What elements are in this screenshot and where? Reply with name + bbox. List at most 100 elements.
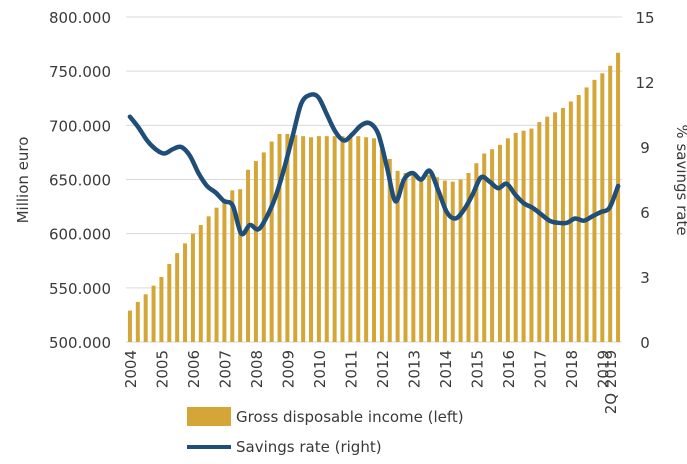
income-bar [395,170,400,342]
income-bar [238,189,243,342]
left-tick-label: 550.000 [49,280,111,298]
income-bar [261,152,266,342]
income-bar [277,134,282,342]
income-bar [419,177,424,342]
income-bar [379,149,384,342]
x-tick-label: 2014 [437,350,455,388]
left-axis-label: Million euro [14,137,32,224]
income-bar [246,169,251,342]
income-bar [545,116,550,343]
income-bar [198,225,203,342]
right-tick-label: 0 [640,334,650,352]
x-axis-ticks: 2004 2005 2006 2007 2008 2009 2010 2011 2012 2013… [122,350,620,414]
income-bar [403,173,408,342]
left-tick-label: 750.000 [49,63,111,81]
x-tick-label: 2011 [342,350,360,388]
income-bar [537,122,542,342]
income-bar [458,179,463,342]
income-bar [285,134,290,342]
income-bar [309,137,314,342]
income-bar [364,137,369,342]
income-bar [340,136,345,342]
income-bar [135,301,140,342]
x-tick-label: 2007 [216,350,234,388]
income-bar [175,253,180,342]
income-bar [529,128,534,342]
income-bar [230,190,235,342]
income-bar [411,174,416,342]
income-bar [521,130,526,342]
income-bar [222,199,227,342]
income-bar [316,136,321,342]
income-bar [324,136,329,342]
x-tick-label: 2005 [153,350,171,388]
income-bar [490,149,495,342]
left-tick-label: 500.000 [49,334,111,352]
right-axis-label: % savings rate [673,124,687,235]
legend-swatch-income [187,407,231,426]
income-bar [143,294,148,342]
right-tick-label: 12 [635,74,654,92]
right-tick-label: 6 [640,204,650,222]
savings-rate-line [127,92,621,237]
income-bar [505,138,510,342]
income-bar [348,136,353,342]
right-axis-ticks: 0 3 6 9 12 15 [635,9,654,352]
income-bar [293,135,298,342]
income-bar [616,52,621,342]
legend-label-income: Gross disposable income (left) [236,408,464,426]
income-bar [183,243,188,342]
left-tick-label: 700.000 [49,117,111,135]
x-tick-label: 2012 [374,350,392,388]
income-bar [387,158,392,342]
income-bar [356,136,361,342]
x-tick-label: 2017 [531,350,549,388]
x-tick-label: 2009 [279,350,297,388]
income-bar [151,285,156,342]
income-bar [332,136,337,342]
income-bar [372,138,376,342]
x-tick-label: 2006 [185,350,203,388]
income-bar [497,144,502,342]
savings-line [127,92,621,237]
x-tick-label: 2004 [122,350,140,388]
income-bar [592,79,597,342]
x-tick-label: 2018 [563,350,581,388]
legend-label-savings: Savings rate (right) [236,438,382,456]
income-bar [190,233,195,342]
x-tick-label: 2016 [500,350,518,388]
x-tick-label: 2008 [248,350,266,388]
left-tick-label: 600.000 [49,226,111,244]
income-bar [482,153,487,342]
income-bar [206,216,211,342]
income-bar [159,277,164,342]
income-bar [301,136,306,342]
income-bar [600,73,605,342]
right-tick-label: 15 [635,9,654,27]
right-tick-label: 9 [640,139,650,157]
income-bar [214,207,219,342]
income-bar [584,87,589,343]
left-axis-ticks: 500.000 550.000 600.000 650.000 700.000 750.0… [49,9,111,352]
left-tick-label: 800.000 [49,9,111,27]
income-bar [553,112,558,342]
x-tick-label: 2010 [311,350,329,388]
x-tick-label: 2015 [468,350,486,388]
right-tick-label: 3 [640,269,650,287]
x-tick-label: 2019 [594,350,612,388]
income-bar [269,141,274,342]
left-tick-label: 650.000 [49,172,111,190]
income-bar [466,173,471,342]
income-bar [513,132,518,342]
legend: Gross disposable income (left) Savings r… [187,407,464,456]
income-bar [474,163,479,342]
income-bar [434,177,439,342]
x-tick-label: 2Q 2019 [602,350,620,414]
income-bar [127,310,132,342]
income-bar [442,180,447,342]
income-bar [427,175,432,342]
income-bar [450,181,455,342]
x-tick-label: 2013 [405,350,423,388]
